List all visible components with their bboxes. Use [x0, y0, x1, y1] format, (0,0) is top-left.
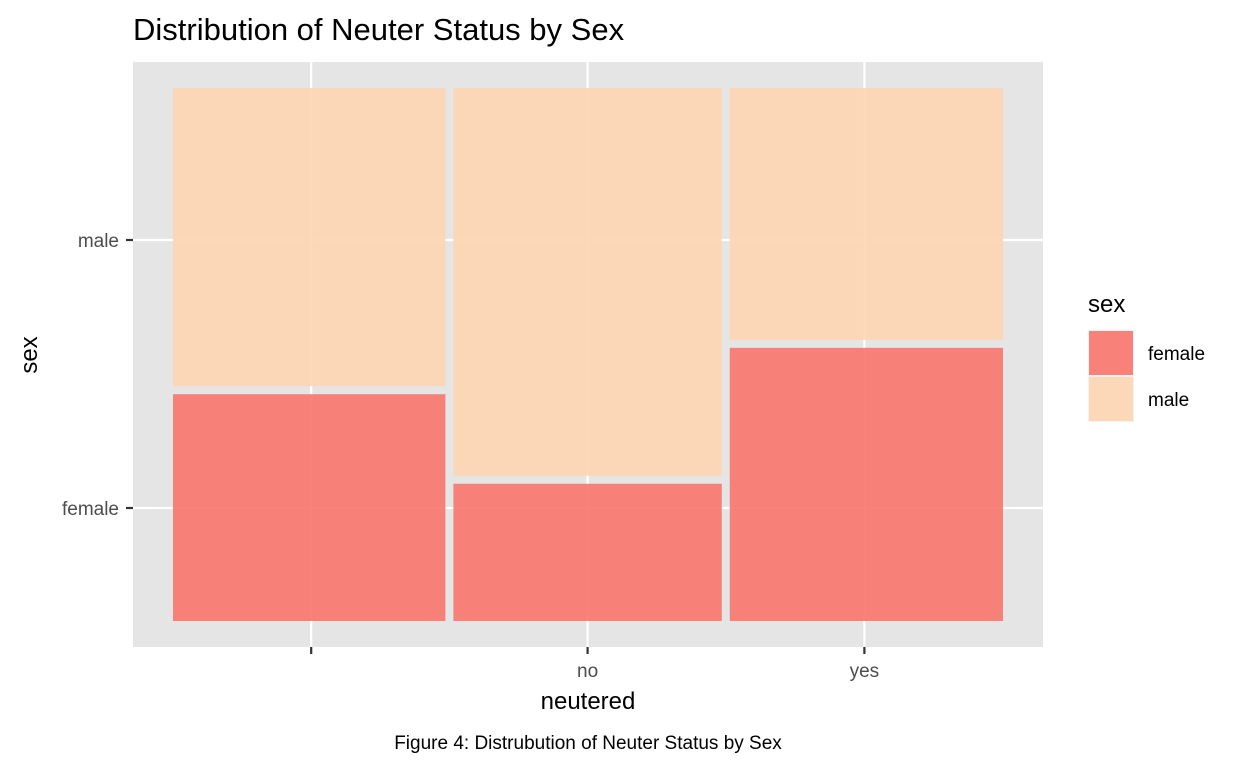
tile-female-2 — [729, 347, 1003, 621]
legend-swatch-male — [1089, 377, 1133, 421]
mosaic-tiles — [173, 88, 1003, 621]
tile-male-1 — [453, 88, 722, 476]
tile-male-2 — [729, 88, 1003, 340]
y-axis-title: sex — [16, 336, 43, 373]
tile-female-1 — [453, 483, 722, 621]
legend-swatch-female — [1089, 331, 1133, 375]
legend-title: sex — [1088, 291, 1125, 318]
x-axis-title: neutered — [541, 688, 636, 715]
legend-label-female: female — [1148, 344, 1205, 365]
y-tick-label-0: female — [62, 499, 119, 520]
x-tick-label-2: yes — [850, 661, 880, 682]
figure-caption: Figure 4: Distrubution of Neuter Status … — [394, 733, 782, 754]
chart-title: Distribution of Neuter Status by Sex — [133, 12, 625, 47]
axes: no yes female male — [62, 231, 879, 682]
tile-female-0 — [173, 394, 446, 621]
legend: sex female male — [1088, 291, 1205, 422]
y-tick-label-1: male — [78, 231, 119, 252]
x-tick-label-1: no — [577, 661, 598, 682]
tile-male-0 — [173, 88, 446, 387]
legend-label-male: male — [1148, 390, 1189, 411]
